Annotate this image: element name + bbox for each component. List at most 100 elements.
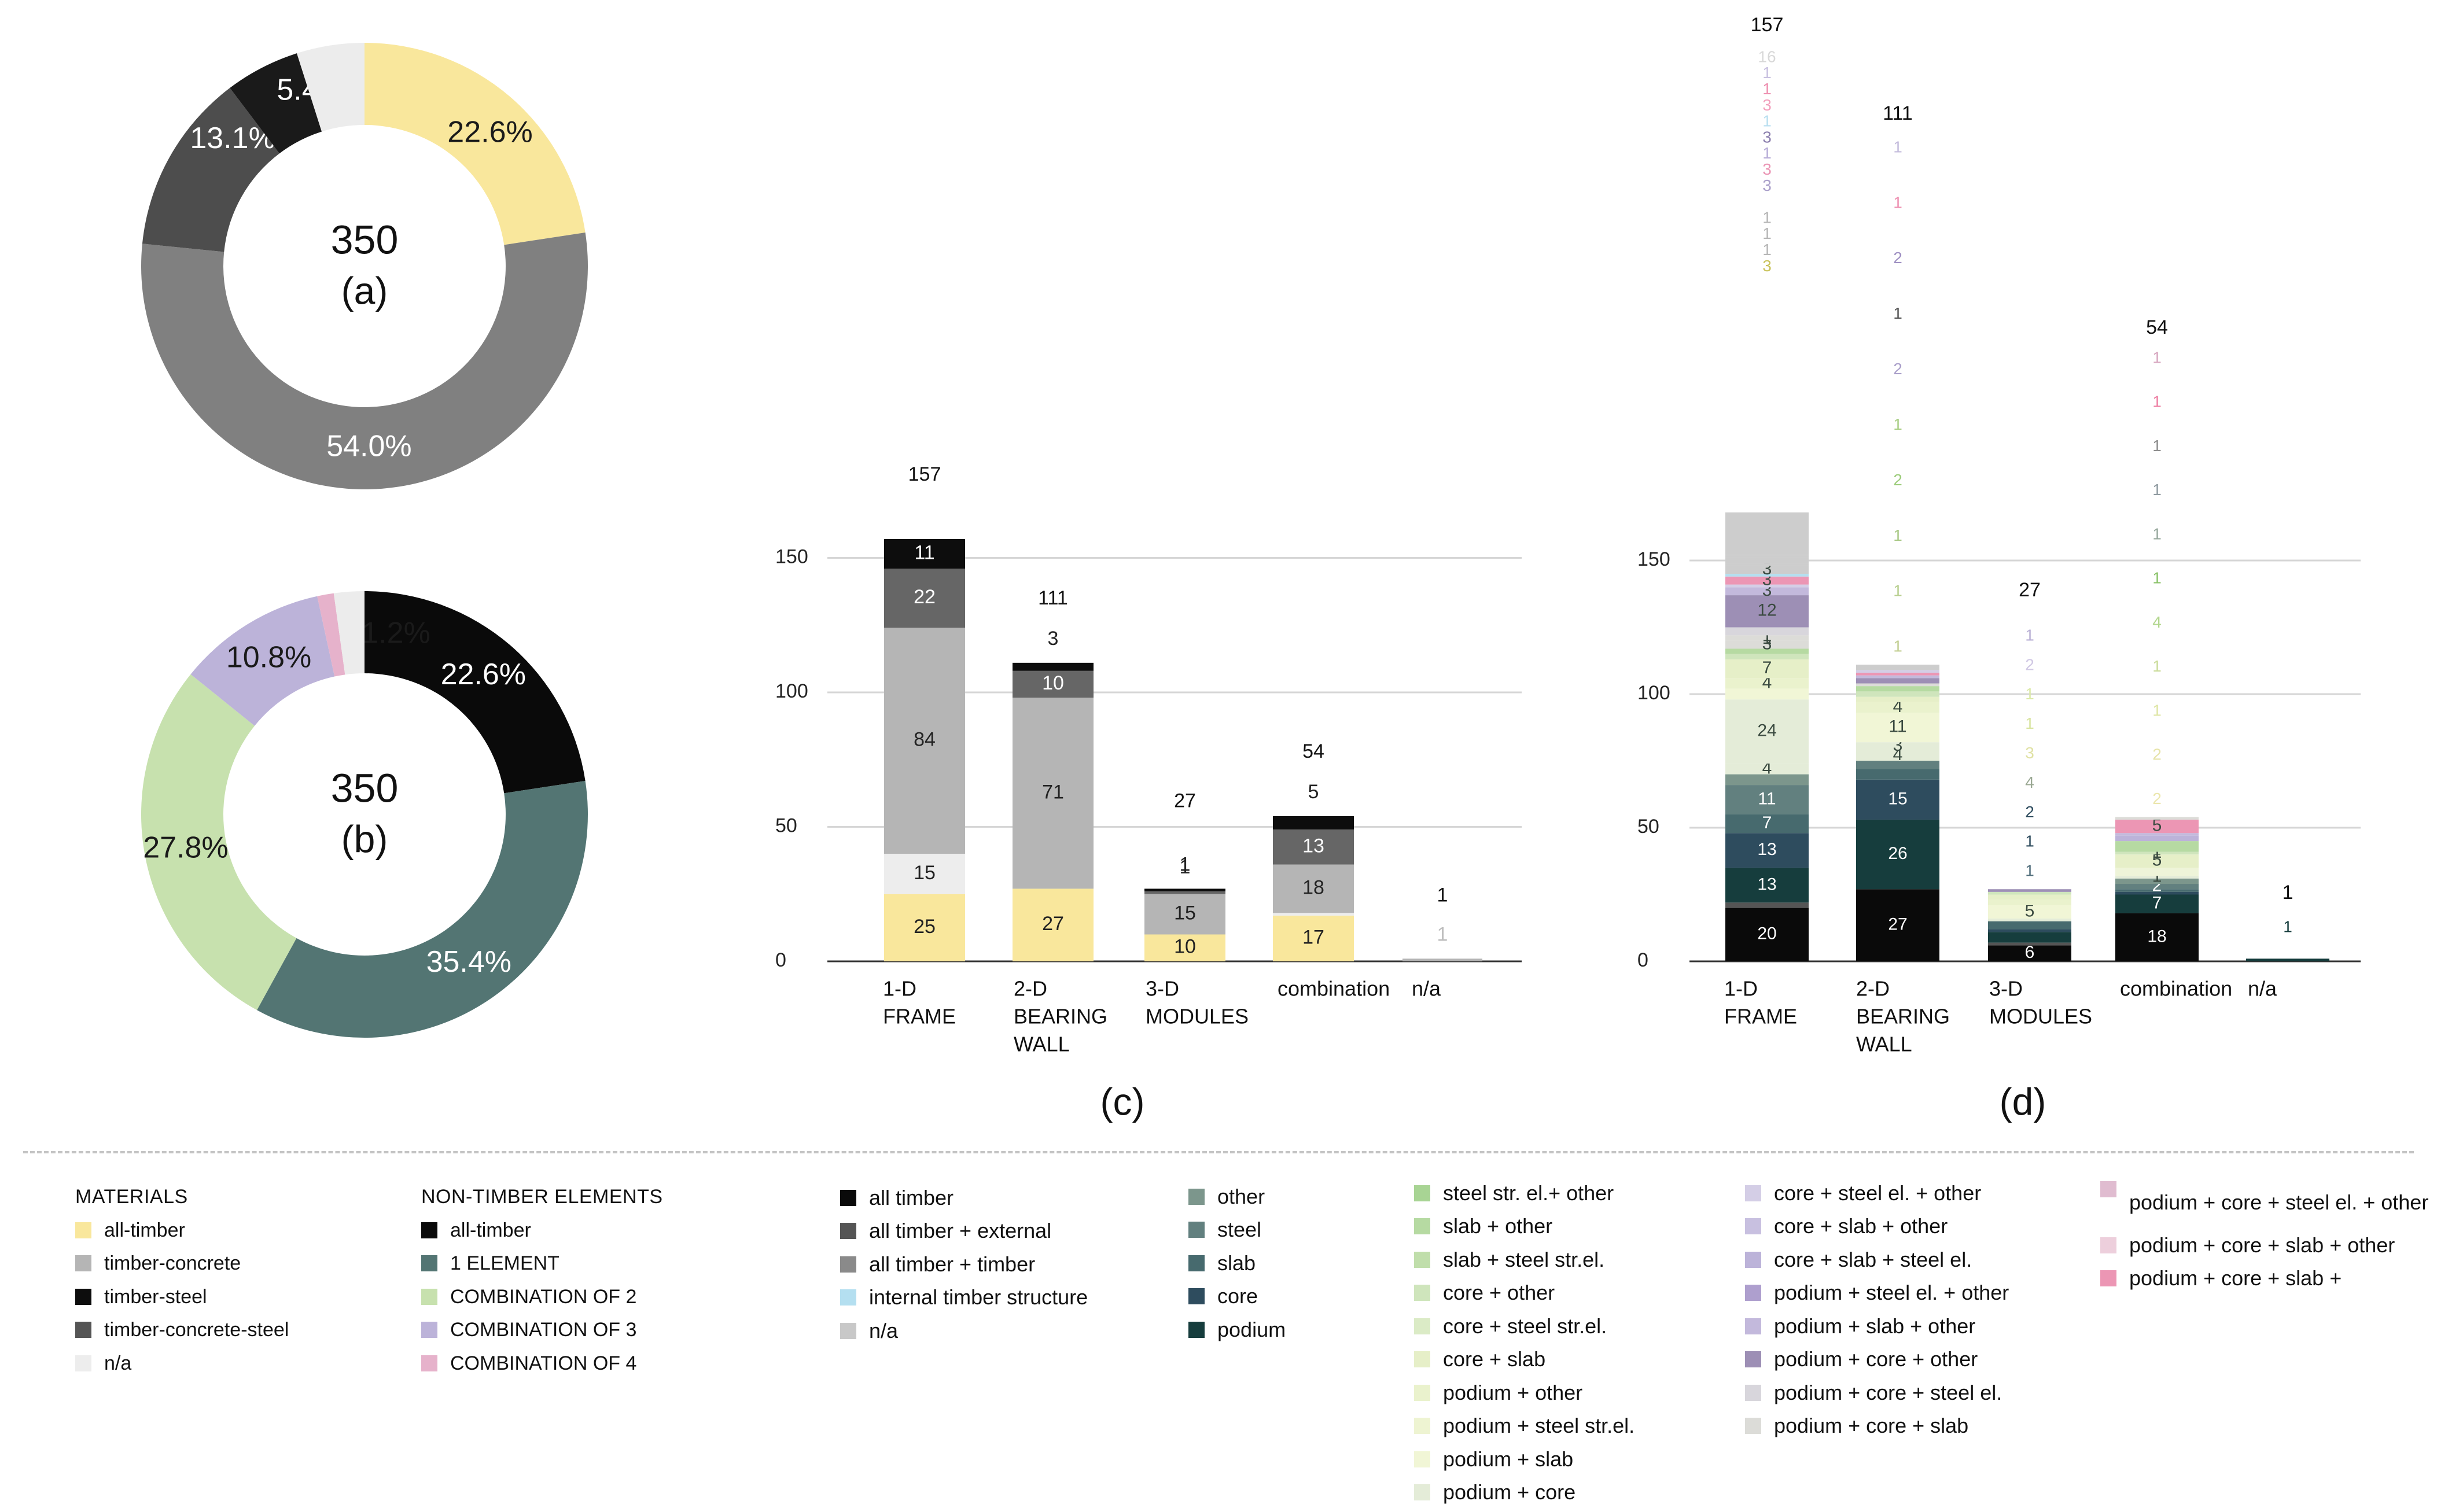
bar-segment — [1856, 742, 1939, 751]
legend-item: all-timber — [75, 1214, 289, 1247]
donut-center-total: 350 — [331, 217, 399, 262]
stack-minor-label: 2 — [1893, 471, 1902, 489]
legend-item: podium + core + slab — [1745, 1410, 2009, 1443]
legend-label: slab + other — [1443, 1214, 1553, 1238]
stack-minor-label: 16 — [1758, 47, 1776, 65]
legend-item: timber-steel — [75, 1280, 289, 1314]
stack-minor-label: 1 — [1893, 304, 1902, 322]
legend-item: podium + steel str.el. — [1414, 1410, 1635, 1443]
legend-structure-col1: all timber all timber + external all timbe… — [840, 1181, 1088, 1348]
bar-segment — [2115, 833, 2199, 836]
y-tick-label: 50 — [775, 814, 797, 836]
category-label: combination — [2120, 977, 2232, 1001]
legend-swatch — [75, 1288, 91, 1305]
legend-label: core + slab — [1443, 1347, 1546, 1371]
stack-minor-label: 3 — [1762, 160, 1772, 178]
stack-minor-label: 1 — [2152, 569, 2162, 587]
category-label: 2-D — [1856, 977, 1890, 1001]
bar-segment — [1856, 713, 1939, 743]
bar-segment — [1725, 785, 1809, 814]
stack-minor-label: 2 — [1893, 249, 1902, 267]
legend-label: core + steel el. + other — [1774, 1181, 1982, 1205]
stack-minor-label: 1 — [1893, 582, 1902, 600]
segment-label: 3 — [1048, 628, 1059, 650]
bar-segment — [1856, 702, 1939, 713]
bar-segment — [2115, 876, 2199, 879]
bar-segment — [1988, 891, 2071, 895]
panel-label: (b) — [341, 817, 388, 860]
legend-item: podium + other — [1414, 1376, 1635, 1410]
legend-item: core + slab — [1414, 1343, 1635, 1377]
bar-segment — [1725, 688, 1809, 700]
legend-swatch — [1745, 1318, 1761, 1334]
stack-minor-label: 2 — [2152, 746, 2162, 764]
stack-minor-label: 1 — [1762, 112, 1772, 130]
bar-segment — [2115, 854, 2199, 868]
bar-segment — [1856, 779, 1939, 820]
donut-slice — [365, 43, 586, 245]
bar-chart-d: 0501001502013137114244731112333161131313… — [1637, 14, 2361, 1123]
legend-label: podium + core + slab — [1774, 1414, 1969, 1438]
bar-segment — [2115, 820, 2199, 834]
legend-swatch — [1188, 1188, 1205, 1205]
segment-label: 84 — [914, 729, 936, 751]
legend-swatch — [2100, 1237, 2116, 1253]
stack-minor-label: 4 — [2025, 773, 2034, 791]
bar-segment — [1273, 864, 1354, 913]
category-label: 1-D — [1724, 977, 1758, 1001]
bar-segment — [2115, 835, 2199, 842]
segment-label: 15 — [1888, 789, 1907, 808]
bar-segment — [1725, 555, 1809, 558]
legend-label: internal timber structure — [869, 1285, 1088, 1310]
category-label: WALL — [1856, 1032, 1912, 1056]
stack-minor-label: 1 — [2152, 657, 2162, 675]
stack-minor-label: 4 — [2152, 613, 2162, 631]
bar-segment — [1725, 558, 1809, 560]
stack-minor-label: 1 — [2152, 348, 2162, 366]
legend-label: timber-steel — [104, 1285, 207, 1308]
category-label: BEARING — [1856, 1005, 1950, 1028]
segment-label: 11 — [1758, 789, 1776, 808]
legend-label: core — [1217, 1284, 1258, 1308]
bar-segment — [1725, 833, 1809, 868]
legend-swatch — [1414, 1418, 1430, 1434]
bar-segment — [1988, 942, 2071, 946]
y-tick-label: 150 — [1637, 548, 1670, 570]
bar-segment — [2115, 841, 2199, 852]
legend-swatch — [1188, 1288, 1205, 1305]
bar-segment — [1273, 915, 1354, 961]
legend-swatch — [1414, 1218, 1430, 1235]
legend-item: slab + other — [1414, 1210, 1635, 1244]
legend-swatch — [2100, 1181, 2116, 1197]
stack-minor-label: 1 — [2152, 525, 2162, 543]
bar-segment — [1144, 891, 1225, 894]
legend-swatch — [840, 1289, 856, 1306]
slice-label: 10.8% — [226, 641, 311, 674]
legend-item: podium + core + slab + — [2100, 1262, 2428, 1296]
bar-segment — [2115, 878, 2199, 884]
stack-minor-label: 1 — [2152, 437, 2162, 455]
slice-label: 22.6% — [447, 115, 532, 149]
legend-swatch — [421, 1222, 437, 1238]
segment-label: 7 — [2152, 894, 2162, 913]
stack-minor-label: 2 — [1893, 360, 1902, 378]
bar-segment — [1988, 929, 2071, 932]
legend-label: all timber + external — [869, 1219, 1052, 1243]
legend-item: podium + core + steel el. + other — [2100, 1177, 2428, 1229]
legend-swatch — [421, 1322, 437, 1338]
legend-item: podium + core + other — [1745, 1343, 2009, 1377]
bar-segment — [1725, 774, 1809, 785]
legend-label: podium + slab — [1443, 1447, 1574, 1471]
bar-segment — [2115, 817, 2199, 820]
legend-item: podium + core + slab + other — [2100, 1229, 2428, 1262]
legend-separator — [23, 1151, 2414, 1153]
slice-label: 27.8% — [143, 831, 228, 865]
bar-segment — [1402, 958, 1482, 961]
bar-segment — [2115, 889, 2199, 892]
bar-segment — [1725, 635, 1809, 638]
stack-minor-label: 1 — [2152, 701, 2162, 719]
bar-total-label: 111 — [1883, 102, 1913, 124]
category-label: 3-D — [1146, 977, 1179, 1001]
legend-swatch — [840, 1256, 856, 1273]
segment-label: 1 — [1180, 853, 1191, 875]
